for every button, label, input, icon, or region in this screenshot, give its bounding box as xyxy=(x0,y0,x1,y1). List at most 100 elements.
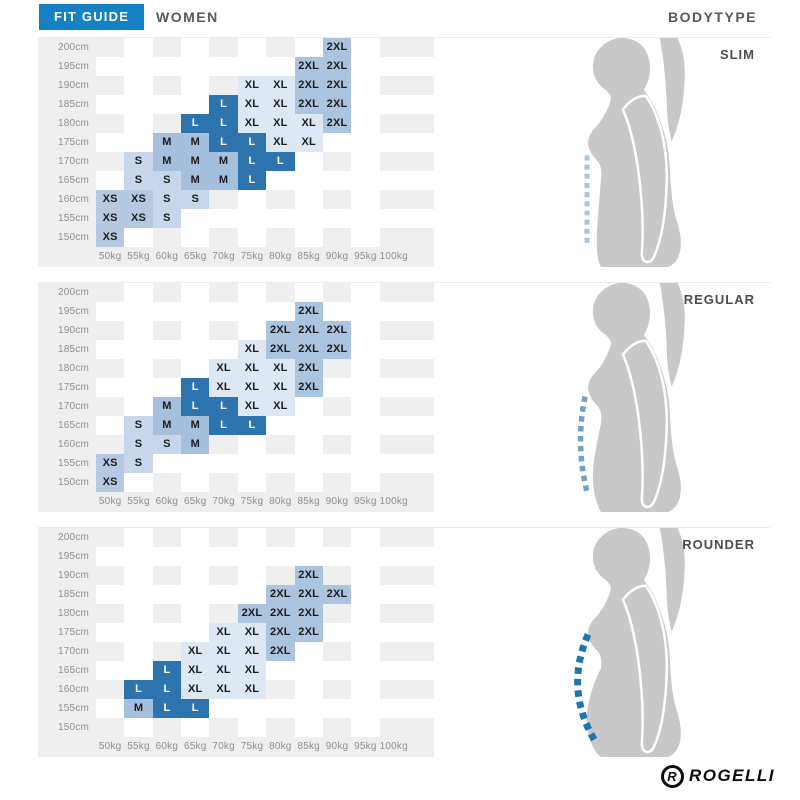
size-cell-l: L xyxy=(209,416,238,435)
height-label: 155cm xyxy=(38,699,96,718)
grid-filler xyxy=(407,190,434,209)
empty-cell xyxy=(209,566,238,585)
empty-cell xyxy=(96,57,124,76)
size-cell-l: L xyxy=(181,397,210,416)
empty-cell xyxy=(266,228,295,247)
fit-guide-tab: FIT GUIDE xyxy=(39,4,145,30)
empty-cell xyxy=(322,718,352,737)
empty-cell xyxy=(181,718,209,737)
weight-label: 90kg xyxy=(325,251,349,262)
empty-cell xyxy=(295,718,323,737)
silhouette-ponytail xyxy=(659,283,685,387)
empty-cell xyxy=(266,416,294,435)
empty-cell xyxy=(153,585,181,604)
grid-filler xyxy=(407,604,434,623)
empty-cell xyxy=(351,566,379,585)
empty-cell xyxy=(351,95,379,114)
empty-cell xyxy=(181,321,209,340)
empty-cell xyxy=(96,661,124,680)
grid-filler xyxy=(408,378,434,397)
women-tab[interactable]: WOMEN xyxy=(156,9,219,25)
size-cell-l: L xyxy=(181,699,210,718)
empty-cell xyxy=(295,454,323,473)
empty-cell xyxy=(152,566,182,585)
size-cell-2xl: 2XL xyxy=(322,38,352,57)
empty-cell xyxy=(181,76,209,95)
empty-cell xyxy=(209,435,238,454)
grid-row: 180cm XL XL XL 2XL xyxy=(38,359,434,378)
size-cell-l: L xyxy=(209,133,238,152)
empty-cell xyxy=(124,566,152,585)
empty-cell xyxy=(295,642,323,661)
size-cell-xs: XS xyxy=(96,473,125,492)
grid-row: 180cm L L XL XL XL 2XL xyxy=(38,114,434,133)
empty-cell xyxy=(152,38,182,57)
empty-cell xyxy=(323,302,351,321)
empty-cell xyxy=(181,566,209,585)
empty-cell xyxy=(379,566,408,585)
grid-row: 175cm M M L L XL XL xyxy=(38,133,434,152)
silhouette-ponytail xyxy=(659,38,685,142)
empty-cell xyxy=(380,585,408,604)
size-cell-xs: XS xyxy=(96,209,125,228)
grid-row: 190cm XL XL 2XL 2XL xyxy=(38,76,434,95)
grid-filler xyxy=(408,585,434,604)
grid-filler xyxy=(407,397,434,416)
empty-cell xyxy=(323,171,351,190)
grid-row: 165cm S S M M L xyxy=(38,171,434,190)
empty-cell xyxy=(295,228,323,247)
empty-cell xyxy=(181,340,209,359)
empty-cell xyxy=(124,642,152,661)
empty-cell xyxy=(209,38,238,57)
height-label: 180cm xyxy=(38,604,96,623)
height-label: 195cm xyxy=(38,57,96,76)
empty-cell xyxy=(124,283,152,302)
size-cell-2xl: 2XL xyxy=(266,623,295,642)
height-label: 150cm xyxy=(38,718,96,737)
size-cell-m: M xyxy=(152,397,182,416)
weight-label: 70kg xyxy=(212,496,235,507)
size-cell-xl: XL xyxy=(237,680,267,699)
empty-cell xyxy=(323,547,351,566)
size-cell-xs: XS xyxy=(124,209,153,228)
empty-cell xyxy=(351,152,379,171)
empty-cell xyxy=(238,585,266,604)
grid-filler xyxy=(408,661,434,680)
empty-cell xyxy=(351,283,379,302)
height-label: 185cm xyxy=(38,95,96,114)
empty-cell xyxy=(295,209,323,228)
size-cell-l: L xyxy=(209,397,238,416)
grid-filler xyxy=(408,699,434,718)
empty-cell xyxy=(351,473,379,492)
size-cell-m: M xyxy=(209,152,238,171)
grid-row: 155cm XS S xyxy=(38,454,434,473)
empty-cell xyxy=(379,604,408,623)
size-cell-xl: XL xyxy=(181,642,210,661)
size-cell-2xl: 2XL xyxy=(294,95,323,114)
empty-cell xyxy=(351,585,379,604)
empty-cell xyxy=(96,397,125,416)
size-cell-s: S xyxy=(124,171,153,190)
empty-cell xyxy=(295,152,323,171)
bodytype-label-slim: SLIM xyxy=(719,47,755,62)
empty-cell xyxy=(124,38,152,57)
empty-cell xyxy=(351,340,379,359)
empty-cell xyxy=(322,190,352,209)
empty-cell xyxy=(295,473,323,492)
weight-axis-row: 50kg 55kg 60kg 65kg 70kg 75kg 80kg 85kg 90kg 95kg… xyxy=(38,247,434,267)
empty-cell xyxy=(379,435,408,454)
empty-cell xyxy=(152,76,182,95)
size-cell-xl: XL xyxy=(209,623,238,642)
empty-cell xyxy=(152,228,182,247)
empty-cell xyxy=(209,340,237,359)
size-cell-2xl: 2XL xyxy=(266,321,295,340)
grid-filler xyxy=(407,435,434,454)
empty-cell xyxy=(238,528,266,547)
grid-filler xyxy=(407,642,434,661)
bodytype-area-regular: REGULAR xyxy=(434,283,770,512)
empty-cell xyxy=(124,718,152,737)
empty-cell xyxy=(181,473,209,492)
grid-row: 165cm L XL XL XL xyxy=(38,661,434,680)
empty-cell xyxy=(266,547,294,566)
empty-cell xyxy=(351,604,379,623)
